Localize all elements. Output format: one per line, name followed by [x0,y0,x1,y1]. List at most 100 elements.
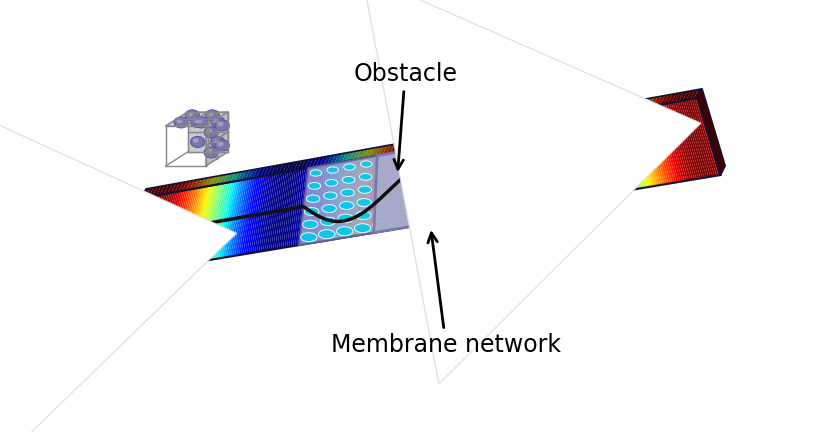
Polygon shape [165,190,186,267]
Polygon shape [154,192,177,269]
Polygon shape [456,131,464,141]
Polygon shape [567,121,581,198]
Polygon shape [147,193,169,270]
Polygon shape [595,116,612,194]
Polygon shape [311,158,320,168]
Polygon shape [188,132,207,152]
Polygon shape [270,172,284,250]
Ellipse shape [176,119,183,123]
Polygon shape [211,175,220,185]
Polygon shape [118,189,146,275]
Polygon shape [328,163,337,240]
Polygon shape [166,190,188,267]
Polygon shape [563,122,577,199]
Ellipse shape [377,158,388,164]
Ellipse shape [461,156,473,162]
Polygon shape [389,153,393,230]
Polygon shape [238,178,254,255]
Ellipse shape [391,205,406,213]
Ellipse shape [409,202,423,210]
Polygon shape [223,174,231,184]
Ellipse shape [359,173,371,180]
Polygon shape [282,163,290,173]
Polygon shape [151,193,173,270]
Polygon shape [206,139,216,166]
Polygon shape [630,110,649,187]
Ellipse shape [410,165,423,171]
Polygon shape [351,159,358,236]
Polygon shape [593,107,601,117]
Ellipse shape [185,110,199,121]
Polygon shape [527,119,535,129]
Polygon shape [554,124,568,201]
Ellipse shape [341,189,354,197]
Polygon shape [469,139,475,216]
Polygon shape [621,111,640,189]
Polygon shape [274,172,287,249]
Polygon shape [197,185,215,262]
Polygon shape [321,164,330,241]
Polygon shape [330,154,338,164]
Polygon shape [411,149,414,226]
Polygon shape [334,153,342,163]
Polygon shape [404,141,413,151]
Ellipse shape [192,118,199,123]
Polygon shape [467,139,473,216]
Polygon shape [271,165,279,175]
Polygon shape [482,127,491,137]
Polygon shape [539,126,551,203]
Polygon shape [245,177,260,254]
Polygon shape [403,150,406,228]
Polygon shape [430,146,433,223]
Polygon shape [278,164,287,174]
Polygon shape [627,111,645,188]
Polygon shape [219,181,236,258]
Polygon shape [152,186,161,196]
Ellipse shape [308,182,320,189]
Ellipse shape [427,162,439,168]
Polygon shape [197,112,228,119]
Polygon shape [697,89,724,175]
Polygon shape [356,149,364,159]
Polygon shape [691,98,716,176]
Polygon shape [441,144,445,221]
Polygon shape [649,97,657,107]
Polygon shape [474,138,481,215]
Polygon shape [237,178,252,255]
Polygon shape [617,112,636,189]
Polygon shape [543,125,555,203]
Polygon shape [308,158,316,168]
Ellipse shape [444,171,457,178]
Polygon shape [220,181,238,258]
Ellipse shape [206,149,212,153]
Polygon shape [408,140,416,150]
Ellipse shape [217,122,224,126]
Polygon shape [160,185,168,195]
Ellipse shape [461,181,476,188]
Ellipse shape [204,147,218,158]
Ellipse shape [196,119,202,123]
Ellipse shape [427,174,440,181]
Ellipse shape [393,168,405,174]
Polygon shape [687,99,712,177]
Polygon shape [299,168,310,245]
Polygon shape [315,157,324,167]
Polygon shape [608,114,626,191]
Polygon shape [464,140,469,217]
Ellipse shape [187,111,193,116]
Ellipse shape [336,227,352,236]
Polygon shape [242,177,258,254]
Polygon shape [118,198,143,275]
Polygon shape [207,132,228,152]
Polygon shape [206,119,216,146]
Polygon shape [671,93,679,103]
Polygon shape [473,138,479,216]
Ellipse shape [373,208,388,216]
Polygon shape [446,143,451,220]
Ellipse shape [356,199,371,206]
Polygon shape [210,182,229,260]
Polygon shape [597,116,613,193]
Polygon shape [587,118,604,195]
Polygon shape [647,107,667,184]
Polygon shape [584,118,600,195]
